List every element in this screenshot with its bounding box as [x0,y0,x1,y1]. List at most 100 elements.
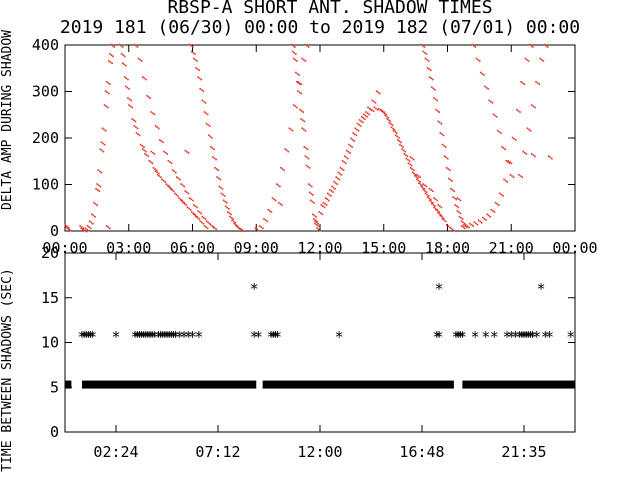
data-point [304,43,307,46]
data-point [480,221,483,224]
data-point [547,155,550,157]
data-point [340,174,343,176]
data-point [151,162,154,165]
data-point [474,46,477,48]
data-point [440,214,443,217]
data-point [153,113,156,116]
data-point [520,81,522,83]
data-point [171,169,174,171]
data-point [383,112,386,115]
data-point: * [254,328,263,346]
data-point [412,158,415,161]
data-point [441,133,443,135]
data-point [527,60,530,62]
data-point [509,174,512,176]
data-point [235,225,238,227]
data-point: * [458,328,467,346]
data-point [503,178,505,181]
data-point [420,185,422,188]
data-point [385,113,387,116]
data-point [183,185,186,188]
data-point [376,108,379,111]
data-point [356,128,358,131]
data-point [139,58,141,61]
data-point [125,64,127,67]
data-point [291,129,294,132]
data-point [339,172,341,175]
data-point [539,57,541,60]
data-point [215,158,217,161]
data-point [456,197,459,199]
data-point [141,144,144,147]
data-point [465,224,467,226]
data-point [157,127,160,130]
data-point [419,176,421,178]
data-point [524,151,526,154]
data-point [512,176,515,178]
data-point [385,115,388,118]
data-point [320,212,322,214]
data-point [184,149,187,152]
data-point [412,169,415,172]
data-point [367,106,369,109]
data-point [90,221,93,224]
data-point [453,190,455,192]
data-point [279,185,281,188]
data-point [450,187,452,190]
data-point [300,92,302,95]
data-point [375,107,377,110]
data-point [145,154,148,156]
data-point [417,179,420,182]
data-point [177,195,179,197]
data-point [293,46,296,48]
data-point [86,228,88,231]
data-point: * [481,328,490,346]
data-point [416,174,418,176]
data-point [164,181,166,183]
data-point [388,121,391,124]
data-point [359,125,362,127]
data-point-band [82,380,257,389]
data-point [377,91,379,94]
data-point [196,206,198,209]
data-point [398,136,400,139]
data-point: * [137,328,146,346]
data-point [356,122,359,125]
data-point [103,128,105,131]
data-point [492,113,495,116]
data-point [424,51,426,54]
data-point [419,181,421,183]
data-point [473,45,475,47]
x-tick-label: 09:00 [234,239,279,257]
data-point [179,198,182,201]
plot-frame [64,44,576,232]
data-point [222,199,225,202]
data-point [463,222,466,225]
data-point [403,153,405,155]
data-point [436,99,438,102]
data-point [211,147,214,149]
data-point [519,111,521,113]
data-point [386,118,388,120]
data-point [341,160,344,162]
data-point [297,82,300,84]
data-point [92,214,95,217]
data-point [106,106,109,109]
data-point [366,115,368,118]
data-point [192,51,195,54]
data-point [417,177,419,179]
data-point [530,45,532,47]
data-point [133,43,136,46]
data-point [443,219,445,221]
data-point [80,227,82,230]
data-point [444,146,447,148]
data-point [326,192,329,195]
data-point [154,125,157,127]
data-point [228,212,231,214]
data-point [236,225,239,227]
data-point [256,228,258,231]
data-point [145,78,147,81]
data-point [287,150,290,153]
data-point [80,226,83,228]
data-point [409,167,412,169]
